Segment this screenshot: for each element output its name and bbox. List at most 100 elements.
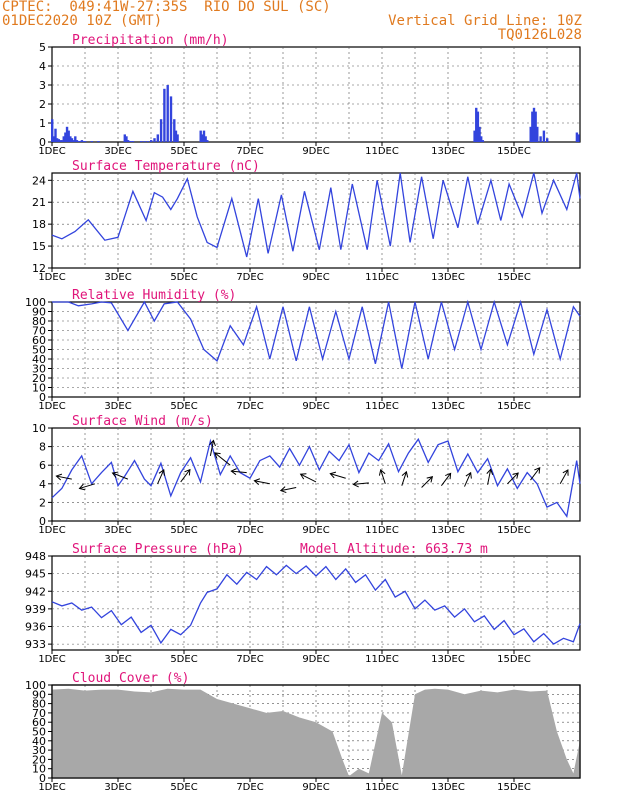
y-tick-label: 0 <box>39 136 46 149</box>
panel-title: Surface Temperature (nC) <box>72 159 260 174</box>
x-tick-label: 7DEC <box>236 146 263 157</box>
x-tick-label: 5DEC <box>170 146 197 157</box>
series-line <box>51 564 581 645</box>
precip-bar <box>150 140 153 142</box>
precip-bar <box>79 141 82 142</box>
x-tick-label: 7DEC <box>236 272 263 283</box>
precip-bar <box>70 138 74 142</box>
precip-bar <box>201 134 204 142</box>
precip-bar <box>59 140 62 142</box>
wind-arrow-shaft <box>180 469 191 483</box>
x-tick-label: 13DEC <box>431 654 465 665</box>
series-line <box>51 437 581 519</box>
wind-arrow-head <box>111 471 119 478</box>
y-tick-label: 5 <box>39 41 46 54</box>
precip-bar <box>531 111 534 142</box>
wind-arrow-shaft <box>464 472 472 487</box>
x-tick-label: 9DEC <box>302 525 329 536</box>
panel-title: Relative Humidity (%) <box>72 288 236 303</box>
precip-bar <box>140 141 143 142</box>
precip-bar <box>163 88 166 142</box>
y-tick-label: 90 <box>32 688 46 701</box>
header-line2-right: TQ0126L028 <box>497 27 582 43</box>
x-tick-label: 3DEC <box>104 654 131 665</box>
precip-bar <box>54 128 57 142</box>
precip-bar <box>62 136 65 142</box>
wind-arrow-shaft <box>209 440 214 456</box>
y-tick-label: 90 <box>32 306 46 319</box>
wind-arrow-head <box>230 468 237 475</box>
x-tick-label: 11DEC <box>365 654 399 665</box>
wind-arrow-shaft <box>112 472 129 480</box>
precip-bar <box>202 130 206 142</box>
precip-bar <box>173 119 176 142</box>
precip-bar <box>82 141 85 142</box>
x-tick-label: 11DEC <box>365 146 399 157</box>
y-tick-label: 50 <box>32 726 46 739</box>
x-tick-label: 7DEC <box>236 782 263 793</box>
precip-bar <box>125 136 128 142</box>
x-tick-label: 13DEC <box>431 146 465 157</box>
precip-bar <box>473 130 476 142</box>
precip-bar <box>153 138 156 142</box>
header-line1-right: Vertical Grid Line: 10Z <box>388 13 582 29</box>
x-tick-label: 9DEC <box>302 401 329 412</box>
x-tick-label: 5DEC <box>170 401 197 412</box>
y-tick-label: 20 <box>32 753 46 766</box>
precip-bar <box>52 136 56 142</box>
wind-arrow-head <box>158 469 165 476</box>
x-tick-label: 1DEC <box>38 654 65 665</box>
wind-arrow-head <box>562 469 569 476</box>
y-tick-label: 70 <box>32 325 46 338</box>
precip-bar <box>97 141 100 142</box>
x-tick-label: 9DEC <box>302 272 329 283</box>
y-tick-label: 4 <box>39 60 46 73</box>
precip-bar <box>65 126 69 142</box>
precip-bar <box>67 130 70 142</box>
x-tick-label: 1DEC <box>38 401 65 412</box>
wind-arrow-head <box>279 486 287 494</box>
y-tick-label: 100 <box>25 296 46 309</box>
wind-arrow-shaft <box>507 472 519 485</box>
x-tick-label: 11DEC <box>365 401 399 412</box>
y-tick-label: 10 <box>32 763 46 776</box>
wind-arrow-shaft <box>231 470 247 474</box>
y-tick-label: 30 <box>32 363 46 376</box>
wind-arrow-head <box>329 471 337 479</box>
wind-arrow-head <box>55 473 63 481</box>
precip-bar <box>536 126 539 142</box>
precip-bar <box>51 119 54 142</box>
panel-1: 12 15 18 21 24 1DEC 3DEC 5DEC 7DEC 9DEC 11DEC 13DEC… <box>32 159 581 283</box>
x-tick-label: 11DEC <box>365 525 399 536</box>
y-tick-label: 80 <box>32 315 46 328</box>
precip-bar <box>156 134 159 142</box>
wind-arrow-shaft <box>487 469 492 485</box>
panel-3: 0 2 4 6 8 10 1DEC 3DEC 5DEC 7DEC 9DEC 11DEC 13DEC 15D… <box>32 414 581 536</box>
precip-bar <box>481 140 485 142</box>
wind-arrow-shaft <box>214 452 231 466</box>
panel-4: 933 936 939 942 945 948 1DEC 3DEC 5DEC 7DEC 9DEC 11… <box>25 542 581 665</box>
x-tick-label: 9DEC <box>302 782 329 793</box>
x-tick-label: 9DEC <box>302 146 329 157</box>
wind-arrow-head <box>445 472 452 480</box>
panel-title: Cloud Cover (%) <box>72 671 189 686</box>
precip-bar <box>478 126 481 142</box>
precip-bar <box>146 141 150 142</box>
x-tick-label: 7DEC <box>236 525 263 536</box>
precip-bar <box>57 139 60 142</box>
x-tick-label: 15DEC <box>497 782 531 793</box>
wind-arrow-shaft <box>300 473 317 483</box>
y-tick-label: 0 <box>39 515 46 528</box>
precip-bar <box>542 130 546 142</box>
precip-bar <box>55 138 59 142</box>
x-tick-label: 11DEC <box>365 272 399 283</box>
precip-bar <box>72 140 75 142</box>
panel-frame-top <box>51 684 581 779</box>
precip-bar <box>64 132 67 142</box>
x-tick-label: 1DEC <box>38 782 65 793</box>
wind-arrow-head <box>426 476 434 483</box>
y-tick-label: 0 <box>39 772 46 785</box>
y-tick-label: 40 <box>32 353 46 366</box>
